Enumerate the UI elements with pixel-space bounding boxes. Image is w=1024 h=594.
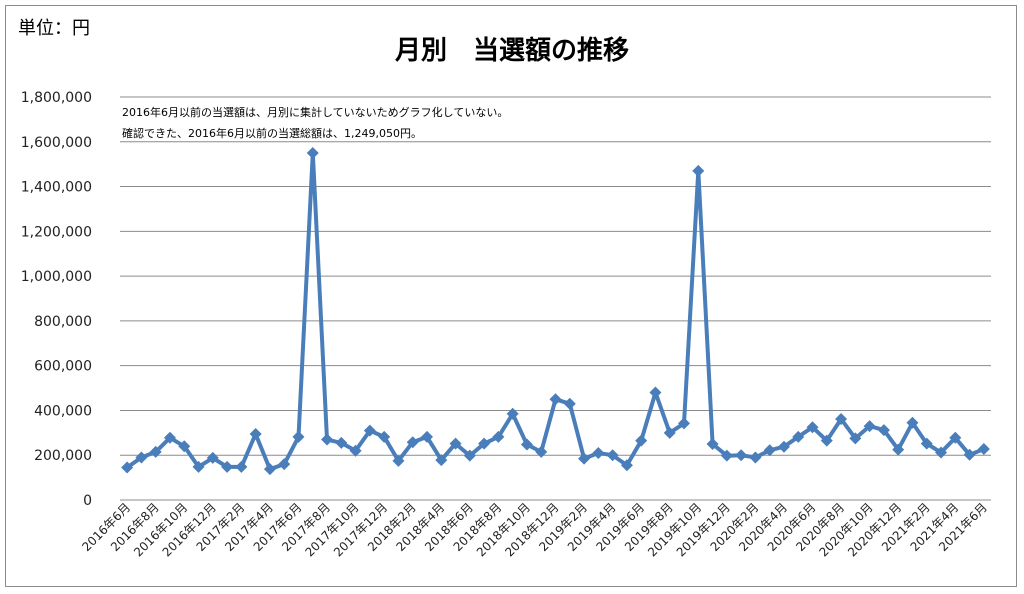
data-point [792, 430, 805, 443]
series [121, 146, 990, 476]
y-tick-label: 1,800,000 [21, 90, 92, 106]
y-tick-label: 800,000 [34, 314, 92, 330]
data-point [963, 448, 976, 461]
data-point [420, 430, 433, 443]
data-point [263, 463, 276, 476]
data-point [549, 393, 562, 406]
data-point [863, 420, 876, 433]
chart-frame [5, 5, 1017, 587]
data-point [235, 460, 248, 473]
data-point [706, 438, 719, 451]
data-point [678, 417, 691, 430]
y-tick-label: 1,400,000 [21, 180, 92, 196]
data-point [192, 460, 205, 473]
x-axis: 2016年6月2016年8月2016年10月2016年12月2017年2月201… [79, 500, 990, 559]
data-point [149, 445, 162, 458]
unit-label: 単位：円 [18, 18, 90, 39]
data-point [349, 444, 362, 457]
data-point [906, 416, 919, 429]
data-point [563, 397, 576, 410]
data-point [278, 458, 291, 471]
data-point [335, 436, 348, 449]
data-point [835, 412, 848, 425]
data-point [606, 449, 619, 462]
data-point [949, 431, 962, 444]
data-point [292, 430, 305, 443]
y-tick-label: 400,000 [34, 403, 92, 419]
data-point [378, 430, 391, 443]
data-point [492, 430, 505, 443]
data-point [763, 444, 776, 457]
data-point [820, 434, 833, 447]
data-point [463, 449, 476, 462]
data-point [406, 436, 419, 449]
y-axis: 1,800,000 1,600,000 1,400,000 1,200,000 1,00… [21, 90, 92, 509]
y-tick-label: 1,000,000 [21, 269, 92, 285]
y-tick-label: 1,600,000 [21, 135, 92, 151]
data-point [777, 440, 790, 453]
data-point [977, 442, 990, 455]
data-point [849, 432, 862, 445]
data-point [578, 452, 591, 465]
y-tick-label: 200,000 [34, 448, 92, 464]
data-point [692, 164, 705, 177]
data-point [478, 437, 491, 450]
chart-note-1: 2016年6月以前の当選額は、月別に集計していないためグラフ化していない。 [122, 106, 509, 119]
data-point [321, 433, 334, 446]
data-point [135, 451, 148, 464]
chart-title: 月別 当選額の推移 [394, 36, 629, 66]
data-point [178, 440, 191, 453]
y-tick-label: 600,000 [34, 359, 92, 375]
data-point [535, 445, 548, 458]
data-point [306, 146, 319, 159]
data-point [749, 451, 762, 464]
data-point [249, 427, 262, 440]
data-point [877, 424, 890, 437]
y-tick-label: 0 [83, 493, 92, 509]
data-point [520, 438, 533, 451]
data-point [935, 446, 948, 459]
data-point [435, 454, 448, 467]
data-point [163, 431, 176, 444]
data-point [206, 451, 219, 464]
data-point [221, 460, 234, 473]
data-point [720, 449, 733, 462]
series-line [125, 151, 986, 472]
grid-lines [120, 96, 991, 501]
data-point [506, 407, 519, 420]
data-point [663, 426, 676, 439]
y-tick-label: 1,200,000 [21, 224, 92, 240]
data-point [121, 461, 134, 474]
data-point [635, 434, 648, 447]
data-point [592, 446, 605, 459]
data-point [892, 443, 905, 456]
data-point [806, 421, 819, 434]
data-point [363, 424, 376, 437]
data-point [620, 459, 633, 472]
chart-note-2: 確認できた、2016年6月以前の当選総額は、1,249,050円。 [122, 127, 422, 140]
data-point [735, 449, 748, 462]
data-point [449, 437, 462, 450]
data-point [392, 454, 405, 467]
data-point [920, 437, 933, 450]
data-point [649, 386, 662, 399]
